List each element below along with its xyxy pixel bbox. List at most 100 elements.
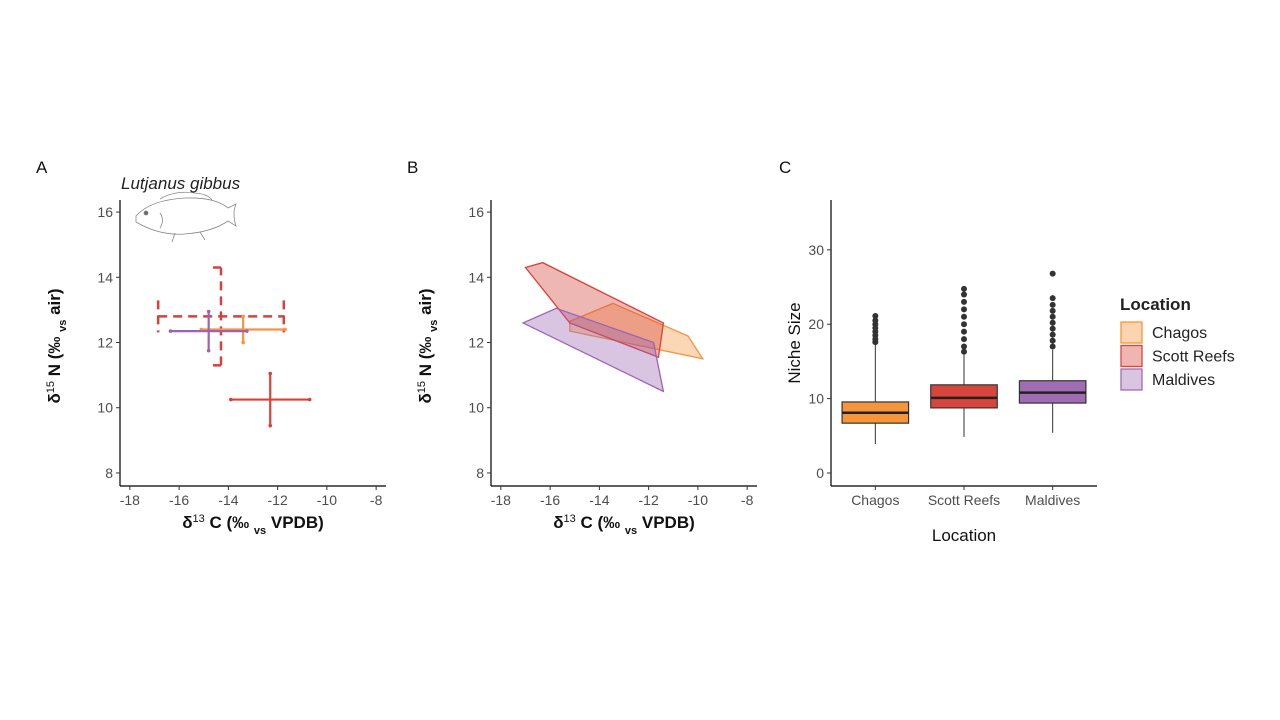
axis-title-part: air) [416, 288, 435, 319]
y-tick-label: 8 [105, 465, 113, 481]
axis-title-part: δ [45, 393, 64, 403]
x-tick-label: Scott Reefs [928, 492, 1000, 508]
x-tick-label: -18 [491, 492, 511, 508]
y-tick-label: 12 [97, 335, 113, 351]
legend-title: Location [1120, 295, 1191, 314]
x-tick-label: -10 [317, 492, 337, 508]
outlier [1049, 331, 1056, 338]
error-end [229, 397, 233, 402]
outlier [1049, 301, 1056, 308]
axis-title-part: VPDB) [637, 513, 695, 532]
error-end [307, 397, 312, 402]
panel-label: A [36, 158, 48, 177]
axis-title-part: vs [428, 320, 440, 332]
y-tick-label: 0 [816, 465, 824, 481]
axis-title-part: vs [625, 525, 637, 537]
x-tick-label: Maldives [1025, 492, 1080, 508]
axis-title: δ15 N (‰ vs air) [45, 288, 69, 403]
outlier [872, 317, 879, 324]
annotation: Lutjanus gibbus [121, 174, 241, 193]
x-axis-title: Location [932, 526, 996, 545]
outlier [961, 291, 967, 298]
outlier [872, 313, 879, 320]
outlier [961, 348, 967, 355]
axis-title-part: δ [182, 513, 192, 532]
x-tick-label: -16 [169, 492, 189, 508]
legend-label: Maldives [1152, 372, 1215, 389]
outlier [1049, 337, 1056, 344]
outlier [961, 306, 967, 313]
x-tick-label: -12 [268, 492, 288, 508]
x-tick-label: -14 [218, 492, 238, 508]
y-tick-label: 14 [97, 269, 113, 285]
outlier [961, 343, 967, 350]
box [930, 384, 998, 409]
y-axis-title: Niche Size [785, 302, 804, 383]
niche-hull [521, 307, 665, 393]
x-tick-label: -14 [589, 492, 609, 508]
outlier [1049, 270, 1056, 277]
error-end [206, 348, 211, 353]
outlier [1049, 325, 1056, 332]
outlier [961, 298, 967, 305]
y-tick-label: 16 [97, 204, 113, 220]
axis-title-part: vs [254, 525, 266, 537]
axis-title-part: vs [57, 320, 69, 332]
axis-title-part: 15 [45, 381, 57, 393]
error-end [241, 314, 245, 319]
y-tick-label: 30 [808, 242, 824, 258]
x-tick-label: -12 [639, 492, 659, 508]
y-tick-label: 14 [468, 269, 484, 285]
outlier [1049, 313, 1056, 320]
outlier [1049, 295, 1056, 302]
axis-title-part: C (‰ [205, 513, 254, 532]
axis-title-part: 15 [416, 381, 428, 393]
axis-title-part: δ [416, 393, 435, 403]
error-end [268, 371, 273, 376]
outlier [1049, 307, 1056, 314]
outlier [961, 321, 967, 328]
error-end [241, 340, 245, 345]
axis-title-part: N (‰ [416, 332, 435, 381]
x-tick-label: -16 [540, 492, 560, 508]
error-end [268, 423, 273, 428]
outlier [961, 285, 967, 292]
error-end [283, 327, 287, 332]
outlier [961, 328, 967, 335]
panel-label: C [779, 158, 791, 177]
legend-swatch [1120, 344, 1143, 368]
x-tick-label: -8 [741, 492, 754, 508]
y-tick-label: 16 [468, 204, 484, 220]
y-tick-label: 8 [476, 465, 484, 481]
outlier [1049, 319, 1056, 326]
axis-title: δ15 N (‰ vs air) [416, 288, 440, 403]
axis-title-part: C (‰ [576, 513, 625, 532]
legend-swatch [1120, 321, 1143, 344]
axis-title-part: air) [45, 288, 64, 319]
axis-title: δ13 C (‰ vs VPDB) [553, 513, 695, 537]
y-tick-label: 12 [468, 335, 484, 351]
legend-label: Chagos [1152, 325, 1207, 342]
error-end [168, 329, 173, 333]
x-tick-label: -8 [370, 492, 383, 508]
axis-title: δ13 C (‰ vs VPDB) [182, 513, 324, 537]
x-tick-label: -18 [120, 492, 140, 508]
error-end [245, 329, 249, 333]
y-tick-label: 10 [97, 400, 113, 416]
error-end [206, 309, 211, 314]
axis-title-part: VPDB) [266, 513, 324, 532]
axis-title-part: N (‰ [45, 332, 64, 381]
y-tick-label: 20 [808, 316, 824, 332]
niche-hull [569, 302, 705, 360]
x-tick-label: Chagos [851, 492, 899, 508]
axis-title-part: 13 [564, 513, 576, 525]
outlier [961, 336, 967, 343]
y-tick-label: 10 [468, 400, 484, 416]
x-tick-label: -10 [688, 492, 708, 508]
legend-label: Scott Reefs [1152, 349, 1235, 366]
y-tick-label: 10 [808, 391, 824, 407]
panel-label: B [407, 158, 418, 177]
